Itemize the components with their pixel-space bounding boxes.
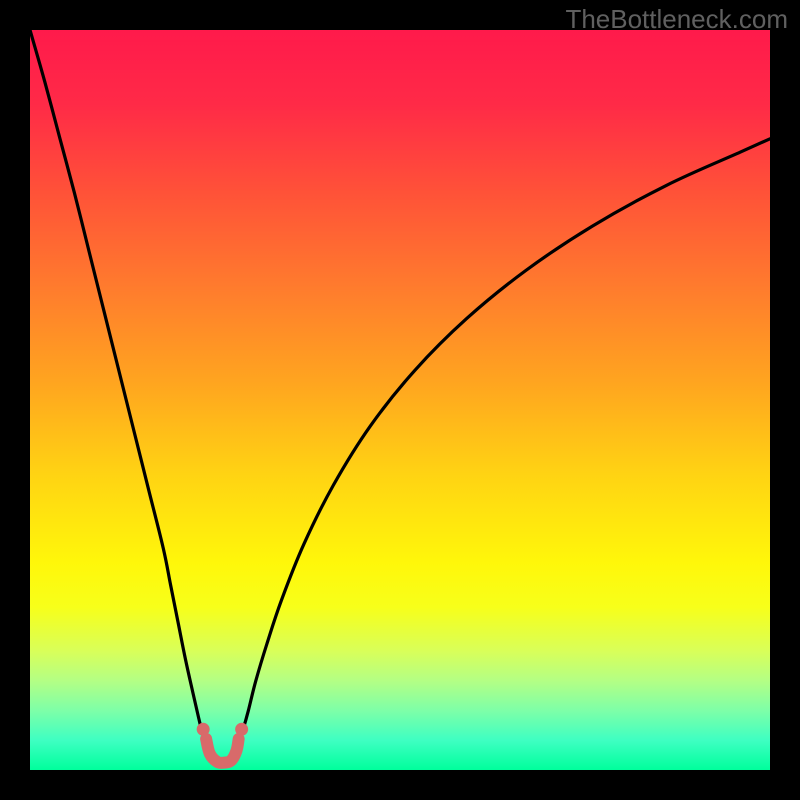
bottleneck-tip-dot [197,723,210,736]
chart-background-gradient [30,30,770,770]
bottleneck-tip-dot [235,723,248,736]
chart-container: TheBottleneck.com [0,0,800,800]
watermark-text: TheBottleneck.com [565,4,788,35]
bottleneck-curve-chart [0,0,800,800]
